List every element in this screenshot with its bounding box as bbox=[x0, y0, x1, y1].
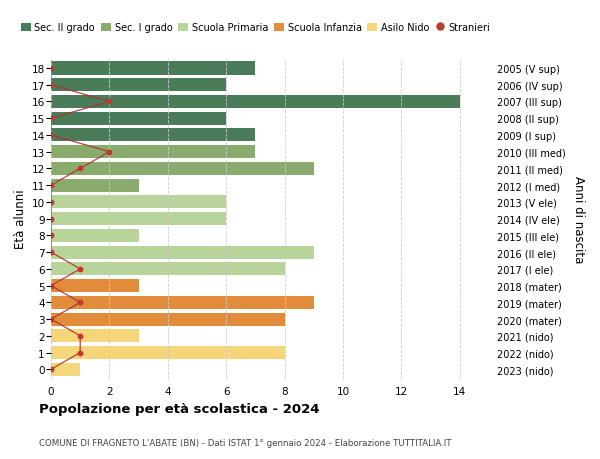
Bar bbox=[51, 162, 314, 176]
Bar bbox=[51, 62, 256, 75]
Bar bbox=[51, 313, 284, 326]
Point bbox=[46, 115, 56, 123]
Bar bbox=[51, 346, 284, 359]
Point bbox=[76, 299, 85, 306]
Bar bbox=[51, 96, 460, 109]
Text: COMUNE DI FRAGNETO L'ABATE (BN) - Dati ISTAT 1° gennaio 2024 - Elaborazione TUTT: COMUNE DI FRAGNETO L'ABATE (BN) - Dati I… bbox=[39, 438, 452, 448]
Bar bbox=[51, 146, 256, 159]
Bar bbox=[51, 213, 226, 226]
Text: Popolazione per età scolastica - 2024: Popolazione per età scolastica - 2024 bbox=[39, 403, 320, 415]
Point bbox=[104, 99, 114, 106]
Y-axis label: Anni di nascita: Anni di nascita bbox=[572, 176, 585, 263]
Point bbox=[46, 232, 56, 240]
Point bbox=[104, 149, 114, 156]
Bar bbox=[51, 230, 139, 242]
Point bbox=[46, 132, 56, 140]
Bar bbox=[51, 263, 284, 276]
Bar bbox=[51, 246, 314, 259]
Point bbox=[76, 349, 85, 357]
Point bbox=[46, 216, 56, 223]
Bar bbox=[51, 330, 139, 342]
Bar bbox=[51, 363, 80, 376]
Bar bbox=[51, 179, 139, 192]
Bar bbox=[51, 280, 139, 292]
Bar bbox=[51, 296, 314, 309]
Point bbox=[46, 199, 56, 206]
Bar bbox=[51, 129, 256, 142]
Legend: Sec. II grado, Sec. I grado, Scuola Primaria, Scuola Infanzia, Asilo Nido, Stran: Sec. II grado, Sec. I grado, Scuola Prim… bbox=[21, 23, 491, 33]
Point bbox=[46, 282, 56, 290]
Point bbox=[46, 366, 56, 373]
Point bbox=[76, 332, 85, 340]
Point bbox=[46, 65, 56, 73]
Point bbox=[46, 249, 56, 256]
Point bbox=[46, 82, 56, 89]
Bar bbox=[51, 112, 226, 125]
Bar bbox=[51, 79, 226, 92]
Bar bbox=[51, 196, 226, 209]
Point bbox=[76, 266, 85, 273]
Point bbox=[76, 165, 85, 173]
Point bbox=[46, 316, 56, 323]
Point bbox=[46, 182, 56, 190]
Y-axis label: Età alunni: Età alunni bbox=[14, 190, 28, 249]
